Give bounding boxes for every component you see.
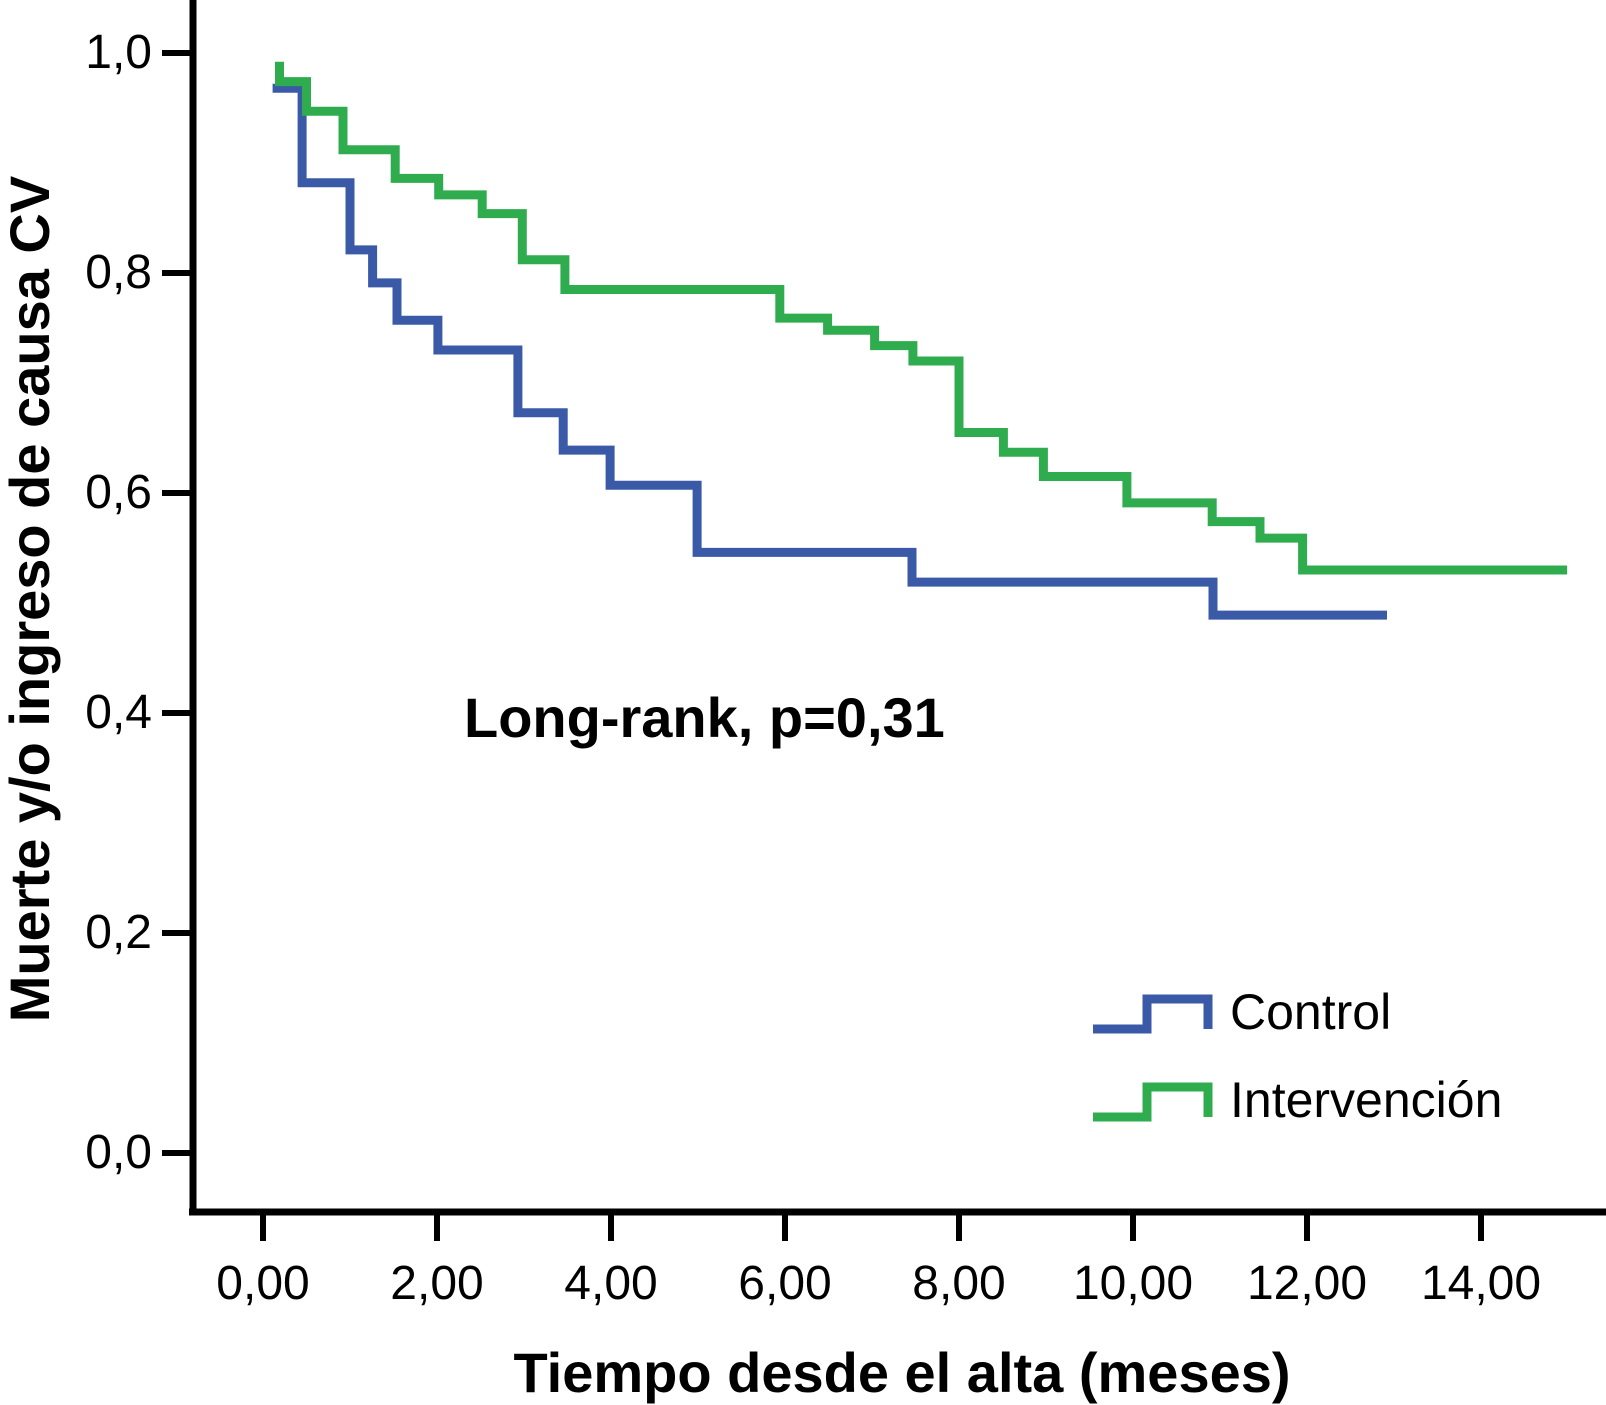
y-tick-label: 0,2 <box>85 906 152 959</box>
x-tick-label: 12,00 <box>1246 1257 1368 1310</box>
y-tick-label: 0,0 <box>85 1126 152 1179</box>
legend-label-control: Control <box>1230 984 1392 1040</box>
legend-glyph-control <box>1093 994 1213 1034</box>
x-tick-label: 6,00 <box>738 1257 832 1310</box>
x-tick-label: 8,00 <box>912 1257 1006 1310</box>
x-tick-label: 10,00 <box>1072 1257 1194 1310</box>
y-axis-title: Muerte y/o ingreso de causa CV <box>0 175 61 1023</box>
x-axis-title: Tiempo desde el alta (meses) <box>513 1341 1291 1404</box>
y-tick-label: 0,6 <box>85 466 152 519</box>
y-tick-label: 0,4 <box>85 686 152 739</box>
x-tick-label: 14,00 <box>1420 1257 1542 1310</box>
x-tick-label: 4,00 <box>564 1257 658 1310</box>
logrank-annotation: Long-rank, p=0,31 <box>464 686 945 749</box>
series-curve-intervencin <box>275 61 1568 575</box>
x-tick-label: 0,00 <box>216 1257 310 1310</box>
y-tick-label: 0,8 <box>85 246 152 299</box>
x-tick-label: 2,00 <box>390 1257 484 1310</box>
legend-label-intervencion: Intervención <box>1230 1072 1503 1128</box>
series-curve-control <box>272 83 1387 620</box>
y-tick-label: 1,0 <box>85 26 152 79</box>
legend-glyph-intervencin <box>1093 1082 1213 1122</box>
